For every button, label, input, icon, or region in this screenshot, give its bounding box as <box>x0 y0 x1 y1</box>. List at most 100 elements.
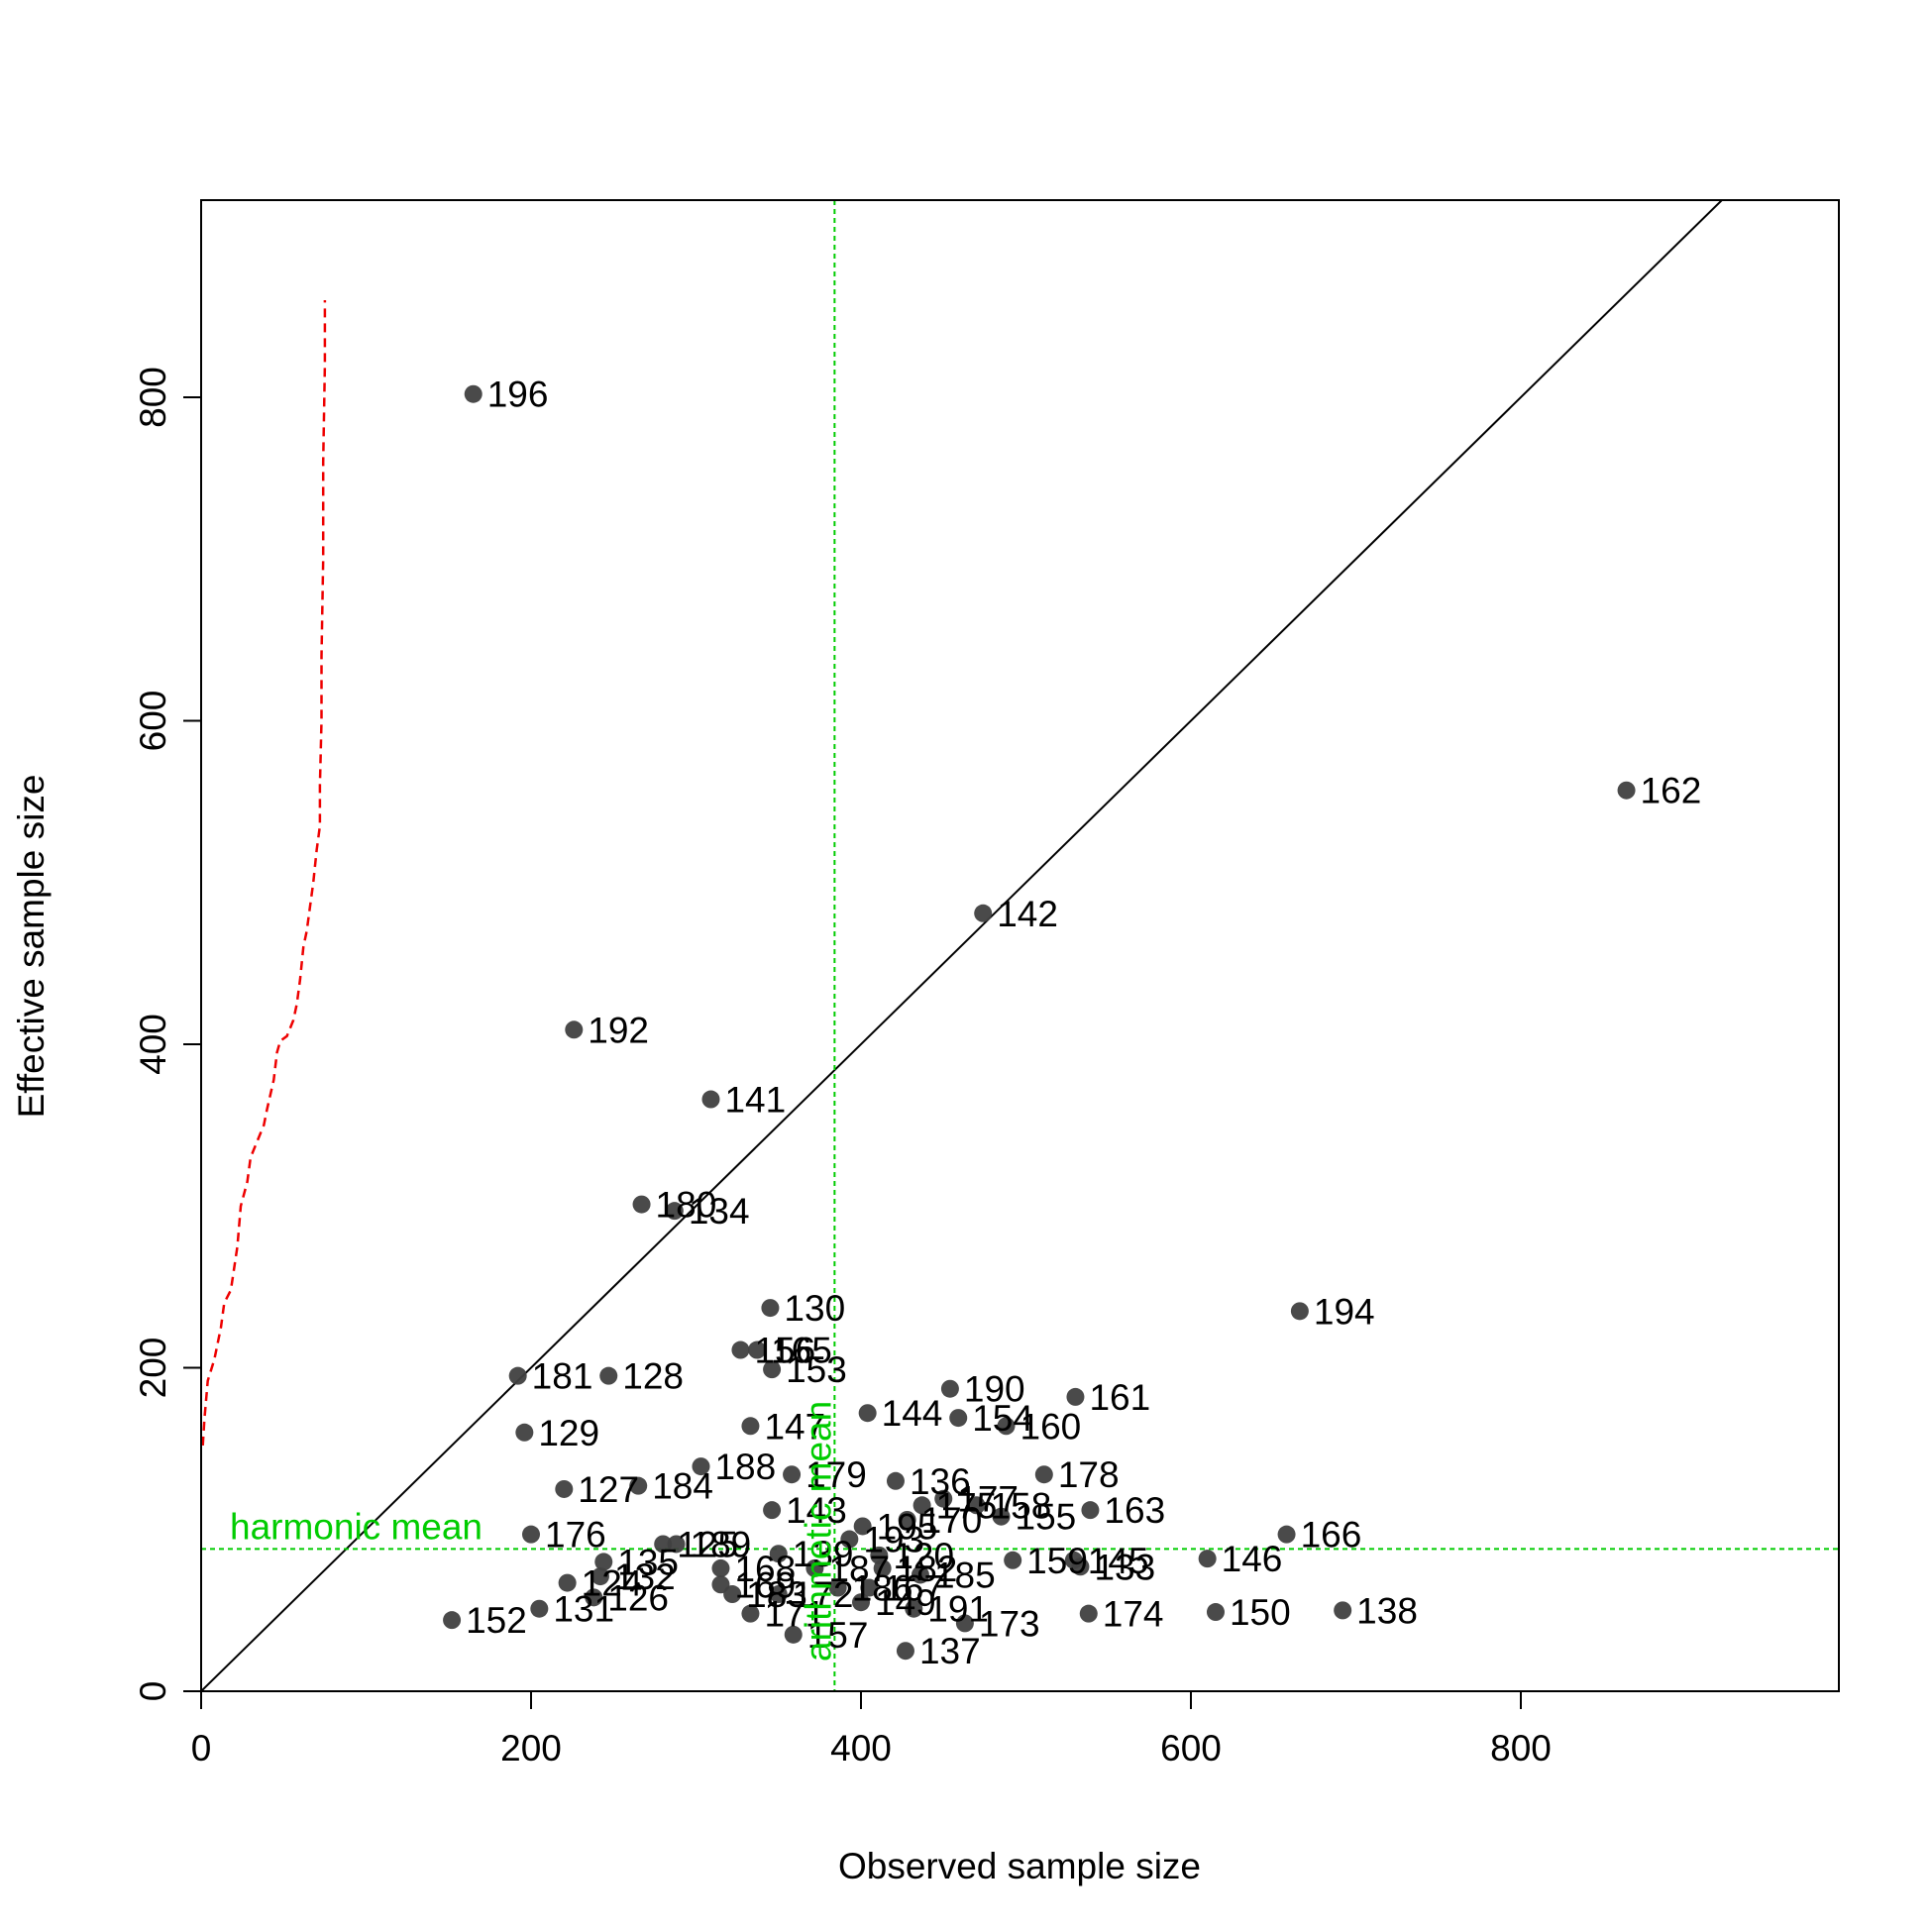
data-point-194 <box>1290 1302 1309 1321</box>
point-label-128: 128 <box>622 1356 684 1397</box>
data-point-196 <box>464 384 483 403</box>
point-label-142: 142 <box>997 894 1058 934</box>
x-tick-label-0: 0 <box>191 1728 212 1769</box>
point-label-147: 147 <box>764 1406 825 1447</box>
point-label-150: 150 <box>1230 1592 1291 1633</box>
point-label-184: 184 <box>652 1466 713 1507</box>
point-label-174: 174 <box>1103 1594 1164 1635</box>
data-point-168 <box>711 1558 730 1577</box>
data-point-181 <box>508 1366 527 1385</box>
data-point-190 <box>940 1379 959 1398</box>
point-label-136: 136 <box>910 1461 971 1502</box>
point-label-155: 155 <box>1016 1497 1077 1538</box>
data-point-173 <box>955 1614 974 1633</box>
point-label-135: 135 <box>617 1542 679 1582</box>
point-label-194: 194 <box>1314 1291 1375 1332</box>
data-point-130 <box>761 1299 780 1318</box>
point-label-188: 188 <box>714 1447 776 1487</box>
point-label-182: 182 <box>897 1549 958 1589</box>
data-point-135 <box>594 1553 613 1571</box>
data-point-189 <box>667 1535 686 1554</box>
point-label-169: 169 <box>734 1564 796 1605</box>
data-point-191 <box>905 1599 923 1618</box>
data-point-174 <box>1079 1604 1098 1623</box>
data-point-152 <box>443 1611 462 1630</box>
cumulative-curve <box>201 300 327 1446</box>
point-label-178: 178 <box>1058 1454 1120 1495</box>
data-point-172 <box>769 1585 788 1604</box>
plot-frame <box>200 199 1840 1692</box>
data-point-134 <box>665 1202 684 1221</box>
data-point-126 <box>585 1588 603 1607</box>
point-label-138: 138 <box>1356 1590 1418 1631</box>
data-point-129 <box>515 1423 534 1442</box>
point-label-130: 130 <box>784 1288 845 1329</box>
point-label-163: 163 <box>1104 1490 1165 1531</box>
point-label-195: 195 <box>877 1506 938 1547</box>
data-point-146 <box>1198 1550 1217 1568</box>
data-point-175 <box>912 1496 931 1515</box>
data-point-131 <box>530 1599 549 1618</box>
data-point-124 <box>558 1573 577 1592</box>
point-label-175: 175 <box>936 1485 998 1526</box>
y-axis-label: Effective sample size <box>11 775 52 1119</box>
data-point-150 <box>1206 1603 1225 1622</box>
point-label-153: 153 <box>786 1349 847 1390</box>
data-point-195 <box>853 1517 872 1536</box>
data-point-178 <box>1034 1465 1053 1484</box>
point-label-144: 144 <box>882 1393 943 1434</box>
point-label-165: 165 <box>771 1331 832 1371</box>
data-point-132 <box>590 1567 609 1586</box>
point-label-190: 190 <box>964 1369 1025 1410</box>
point-label-186: 186 <box>852 1568 913 1609</box>
data-point-170 <box>898 1510 916 1529</box>
data-point-157 <box>784 1625 803 1644</box>
data-point-143 <box>763 1501 782 1520</box>
data-point-147 <box>741 1417 760 1436</box>
data-point-154 <box>949 1409 968 1428</box>
point-label-171: 171 <box>764 1594 825 1635</box>
point-label-189: 189 <box>691 1524 752 1564</box>
data-point-141 <box>701 1090 720 1109</box>
point-label-125: 125 <box>677 1524 738 1564</box>
point-label-156: 156 <box>754 1331 815 1371</box>
data-point-180 <box>632 1195 651 1214</box>
data-point-166 <box>1277 1525 1296 1544</box>
data-point-167 <box>860 1578 879 1597</box>
point-label-166: 166 <box>1301 1515 1362 1556</box>
data-point-160 <box>997 1417 1016 1436</box>
point-label-170: 170 <box>921 1500 983 1541</box>
data-point-182 <box>873 1558 892 1577</box>
point-label-183: 183 <box>746 1574 807 1615</box>
point-label-180: 180 <box>656 1185 717 1226</box>
point-label-132: 132 <box>614 1556 676 1597</box>
data-point-144 <box>858 1404 877 1423</box>
point-label-137: 137 <box>919 1631 981 1671</box>
data-point-125 <box>654 1535 673 1554</box>
point-label-158: 158 <box>991 1485 1052 1526</box>
x-axis: 0 200 400 600 800 <box>191 1690 1552 1769</box>
data-point-177 <box>934 1489 953 1508</box>
x-tick-label-200: 200 <box>500 1728 562 1769</box>
data-point-127 <box>555 1479 574 1498</box>
point-label-152: 152 <box>466 1600 527 1641</box>
point-label-159: 159 <box>1026 1541 1088 1581</box>
point-label-146: 146 <box>1222 1539 1283 1579</box>
data-point-155 <box>992 1507 1011 1526</box>
arithmetic-mean-label: arithmetic mean <box>798 1401 838 1662</box>
data-point-188 <box>692 1457 710 1476</box>
y-tick-label-200: 200 <box>133 1338 173 1399</box>
data-point-128 <box>599 1366 618 1385</box>
data-point-133 <box>1071 1557 1090 1576</box>
point-label-162: 162 <box>1641 771 1702 811</box>
x-tick-label-400: 400 <box>830 1728 892 1769</box>
point-label-131: 131 <box>553 1589 614 1630</box>
y-axis: 0 200 400 600 800 <box>133 367 202 1701</box>
point-label-191: 191 <box>927 1589 989 1630</box>
point-label-124: 124 <box>582 1563 643 1604</box>
data-point-138 <box>1334 1601 1352 1620</box>
point-label-192: 192 <box>588 1010 649 1050</box>
point-label-179: 179 <box>805 1454 867 1495</box>
